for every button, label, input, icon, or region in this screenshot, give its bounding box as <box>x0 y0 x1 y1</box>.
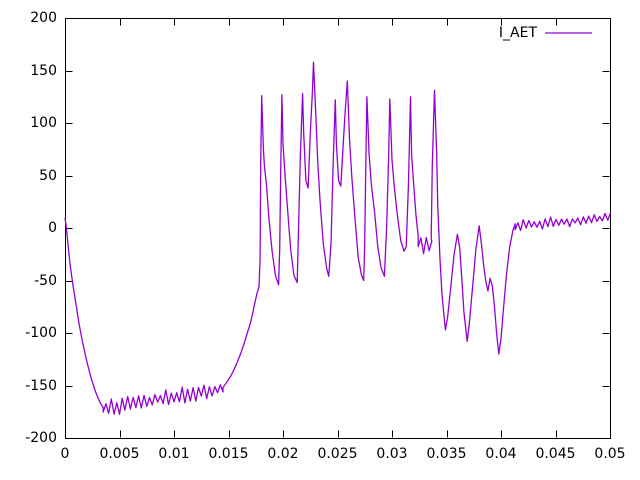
y-tick-label: 0 <box>48 220 57 236</box>
x-tick-label: 0.005 <box>99 446 140 462</box>
y-tick-label: -200 <box>25 430 57 446</box>
y-tick-label: 200 <box>30 10 57 26</box>
axis-ticks <box>65 18 611 439</box>
x-tick-label: 0.025 <box>317 446 358 462</box>
y-tick-label: 50 <box>39 167 57 184</box>
y-tick-label: -100 <box>25 325 57 341</box>
x-tick-label: 0.045 <box>535 446 576 462</box>
y-tick-label: 150 <box>30 62 57 79</box>
x-tick-label: 0.03 <box>376 446 408 462</box>
y-tick-label: -150 <box>25 377 57 394</box>
x-tick-label: 0.05 <box>594 446 626 462</box>
x-tick-label: 0.015 <box>208 446 249 462</box>
legend-series-label: I_AET <box>498 25 537 41</box>
y-tick-label: 100 <box>30 115 57 131</box>
x-tick-label: 0.035 <box>426 446 467 462</box>
y-tick-label: -50 <box>34 272 57 289</box>
x-tick-label: 0 <box>60 446 70 462</box>
series-line-i-aet <box>64 61 612 415</box>
x-tick-label: 0.04 <box>485 446 517 462</box>
x-tick-label: 0.01 <box>158 446 190 462</box>
plot-border <box>65 18 611 439</box>
x-tick-label: 0.02 <box>267 446 299 462</box>
